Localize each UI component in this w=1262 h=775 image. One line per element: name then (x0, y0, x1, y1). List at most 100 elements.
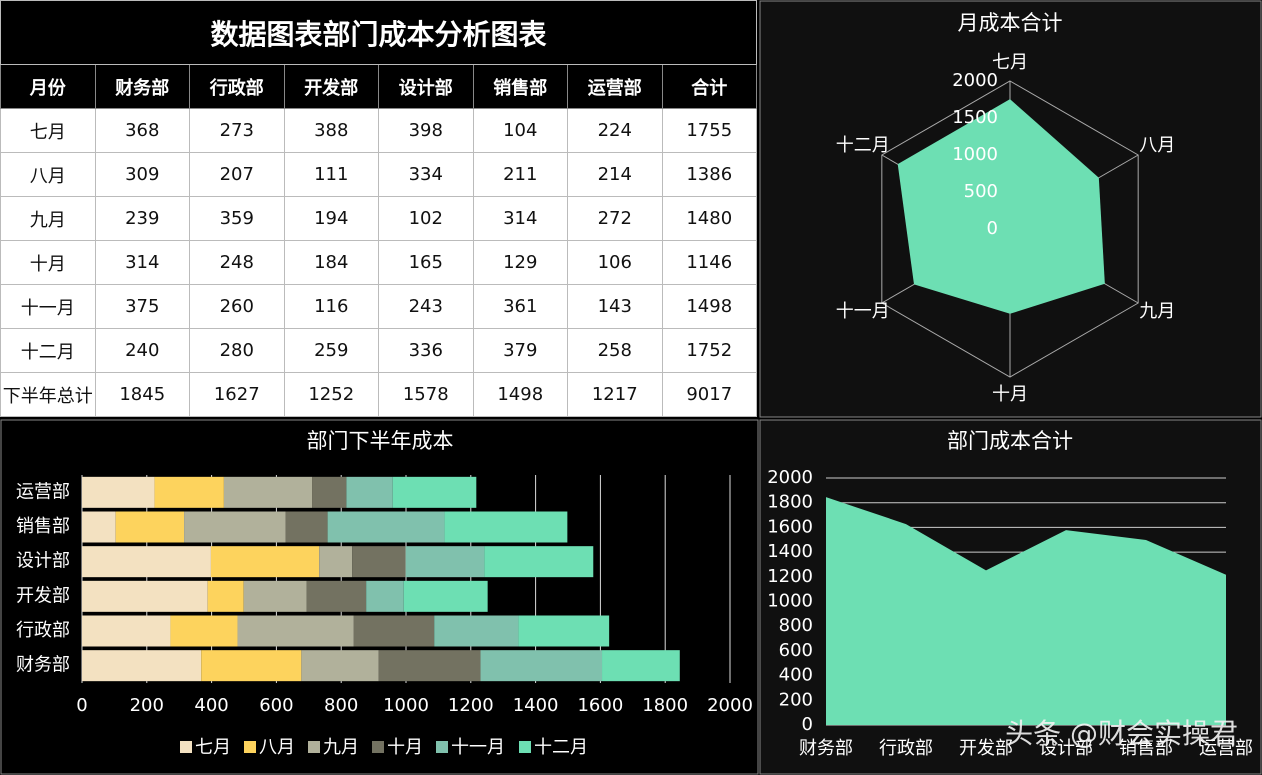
cell: 1578 (378, 372, 474, 417)
category-label: 八月 (1139, 135, 1175, 156)
bar-segment (392, 476, 477, 508)
cell: 260 (189, 284, 285, 329)
legend-label: 十一月 (451, 737, 505, 758)
y-tick-label: 200 (779, 689, 813, 710)
x-tick-label: 600 (259, 695, 293, 716)
bar-segment (353, 615, 435, 647)
cell: 314 (94, 240, 190, 285)
bar-segment (484, 546, 594, 578)
bar-segment (405, 546, 485, 578)
data-row: 十二月 240 280 259 336 379 258 1752 (0, 328, 757, 373)
cell: 248 (189, 240, 285, 285)
cell: 106 (567, 240, 663, 285)
data-row: 十月 314 248 184 165 129 106 1146 (0, 240, 757, 285)
cell: 309 (94, 152, 190, 197)
category-label: 七月 (992, 52, 1028, 73)
cost-table: 数据图表部门成本分析图表 月份 财务部 行政部 开发部 设计部 销售部 运营部 合计 七月 368 2… (0, 0, 757, 417)
category-label: 十一月 (836, 301, 890, 322)
cell: 259 (283, 328, 379, 373)
bar-segment (403, 580, 488, 612)
cell: 1217 (567, 372, 663, 417)
cell: 1752 (661, 328, 757, 373)
y-tick-label: 800 (779, 615, 813, 636)
bar-segment (154, 476, 224, 508)
y-tick-label: 开发部 (16, 585, 70, 606)
y-tick-label: 400 (779, 665, 813, 686)
x-tick-label: 1600 (577, 695, 623, 716)
bar-segment (210, 546, 320, 578)
bar-segment (346, 476, 393, 508)
radial-tick-label: 0 (987, 218, 998, 239)
radial-tick-label: 2000 (952, 70, 998, 91)
bar-segment (115, 511, 185, 543)
bar-segment (82, 511, 116, 543)
header-cell: 开发部 (283, 64, 379, 109)
cell: 194 (283, 196, 379, 241)
cell: 336 (378, 328, 474, 373)
cell: 398 (378, 108, 474, 153)
bar-segment (301, 650, 379, 682)
cell: 240 (94, 328, 190, 373)
y-tick-label: 财务部 (16, 655, 70, 676)
cell: 1252 (283, 372, 379, 417)
cell: 129 (472, 240, 568, 285)
cell: 八月 (0, 152, 96, 197)
bar-segment (82, 650, 202, 682)
x-tick-label: 财务部 (799, 738, 853, 759)
cell: 104 (472, 108, 568, 153)
cell: 1498 (661, 284, 757, 329)
cell: 1498 (472, 372, 568, 417)
y-tick-label: 1000 (767, 591, 813, 612)
cell: 1386 (661, 152, 757, 197)
bar-segment (319, 546, 353, 578)
legend-label: 七月 (195, 737, 231, 758)
radial-tick-label: 1000 (952, 144, 998, 165)
header-row: 月份 财务部 行政部 开发部 设计部 销售部 运营部 合计 (0, 64, 757, 109)
bar-segment (306, 580, 367, 612)
x-tick-label: 1000 (383, 695, 429, 716)
header-cell: 行政部 (189, 64, 285, 109)
table-title: 数据图表部门成本分析图表 (0, 0, 757, 65)
header-cell: 合计 (661, 64, 757, 109)
data-row: 十一月 375 260 116 243 361 143 1498 (0, 284, 757, 329)
watermark: 头条 @财会实操君 (1005, 717, 1238, 750)
cell: 243 (378, 284, 474, 329)
cell: 211 (472, 152, 568, 197)
bar-segment (237, 615, 354, 647)
x-tick-label: 行政部 (879, 738, 933, 759)
cell: 165 (378, 240, 474, 285)
y-tick-label: 1200 (767, 566, 813, 587)
bar-segment (82, 615, 171, 647)
cell: 七月 (0, 108, 96, 153)
cell: 388 (283, 108, 379, 153)
category-label: 十二月 (836, 135, 890, 156)
x-tick-label: 设计部 (1039, 738, 1093, 759)
cell: 1627 (189, 372, 285, 417)
bar-segment (312, 476, 347, 508)
cell: 1845 (94, 372, 190, 417)
x-tick-label: 1200 (448, 695, 494, 716)
bar-segment (518, 615, 610, 647)
x-tick-label: 800 (324, 695, 358, 716)
bar-segment (207, 580, 244, 612)
area-title: 部门成本合计 (947, 429, 1073, 453)
legend-swatch (519, 741, 531, 753)
x-tick-label: 400 (194, 695, 228, 716)
x-tick-label: 1800 (642, 695, 688, 716)
bar-segment (378, 650, 481, 682)
x-tick-label: 2000 (707, 695, 753, 716)
category-label: 九月 (1139, 301, 1175, 322)
radial-tick-label: 500 (964, 181, 998, 202)
legend-label: 十月 (387, 737, 423, 758)
cell: 十一月 (0, 284, 96, 329)
cell: 9017 (661, 372, 757, 417)
x-tick-label: 销售部 (1119, 738, 1173, 759)
legend-label: 十二月 (534, 737, 588, 758)
cell: 九月 (0, 196, 96, 241)
legend-label: 九月 (323, 737, 359, 758)
radar-area (897, 99, 1105, 314)
cell: 379 (472, 328, 568, 373)
cell: 272 (567, 196, 663, 241)
header-cell: 销售部 (472, 64, 568, 109)
